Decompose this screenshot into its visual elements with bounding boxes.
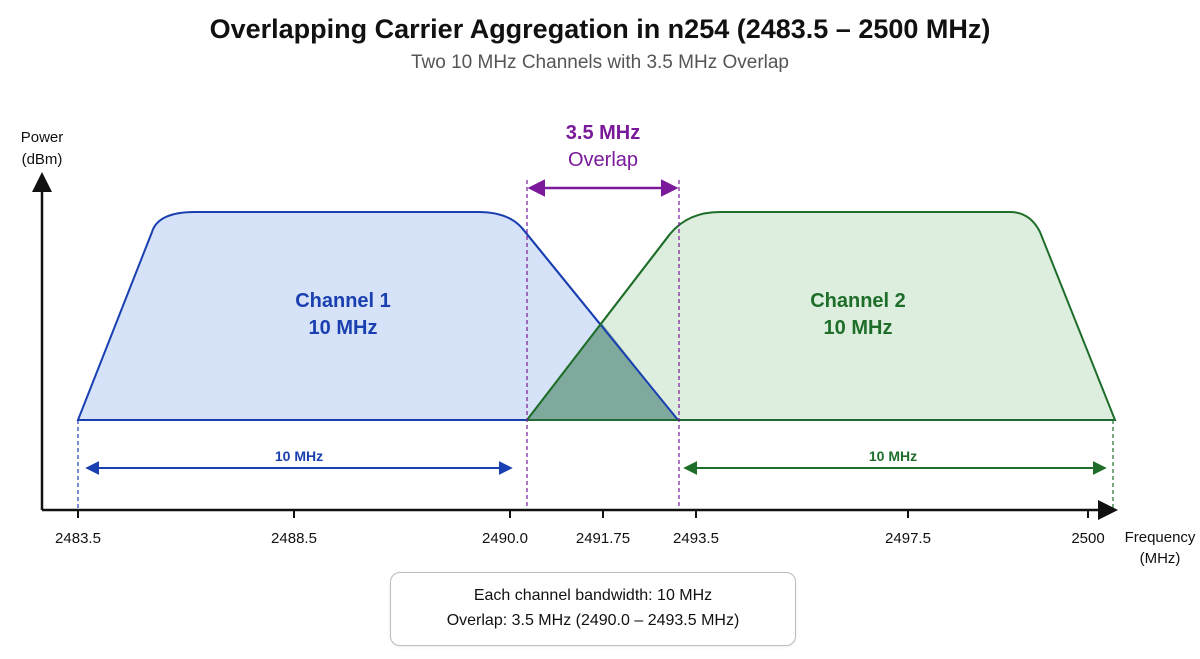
channel1-name: Channel 1: [295, 290, 391, 312]
channel2-rising-edge: [526, 233, 671, 421]
channel2-name: Channel 2: [810, 290, 906, 312]
channel1-span-label: 10 MHz: [275, 448, 323, 464]
tick-label: 2490.0: [482, 530, 528, 547]
channel2-span-label: 10 MHz: [869, 448, 917, 464]
overlap-label-line2: Overlap: [568, 149, 638, 171]
channel1-bandwidth: 10 MHz: [309, 317, 378, 339]
y-axis-label-line2: (dBm): [22, 151, 63, 168]
y-axis-label-line1: Power: [21, 129, 64, 146]
summary-note-line1: Each channel bandwidth: 10 MHz: [473, 587, 713, 604]
tick-label: 2500: [1071, 530, 1104, 547]
diagram-title: Overlapping Carrier Aggregation in n254 …: [209, 14, 991, 44]
summary-note-box: Each channel bandwidth: 10 MHz Overlap: …: [390, 572, 796, 646]
channel1-spectrum: [76, 211, 681, 421]
tick-label: 2497.5: [885, 530, 931, 547]
tick-label: 2493.5: [673, 530, 719, 547]
tick-label: 2491.75: [576, 530, 630, 547]
channel2-spectrum: [524, 211, 1117, 421]
x-ticks: [77, 510, 1089, 518]
tick-label: 2488.5: [271, 530, 317, 547]
diagram-subtitle: Two 10 MHz Channels with 3.5 MHz Overlap: [410, 52, 790, 73]
overlap-region: [527, 322, 678, 420]
channel2-bandwidth: 10 MHz: [824, 317, 893, 339]
x-axis-label-line2: (MHz): [1140, 550, 1181, 567]
tick-label: 2483.5: [55, 530, 101, 547]
overlap-label-line1: 3.5 MHz: [566, 122, 640, 144]
x-axis-label-line1: Frequency: [1125, 529, 1196, 546]
summary-note-line2: Overlap: 3.5 MHz (2490.0 – 2493.5 MHz): [446, 612, 740, 629]
